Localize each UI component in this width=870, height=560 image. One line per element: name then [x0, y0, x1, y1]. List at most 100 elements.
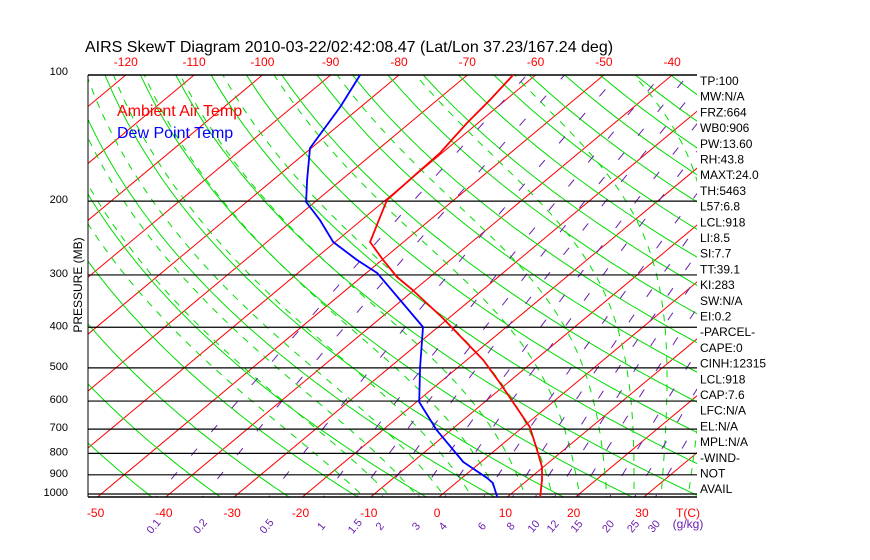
top-temp-tick-label: -40 — [664, 55, 682, 69]
ambient-air-temp-point — [499, 382, 501, 384]
stat-item: AVAIL — [700, 482, 733, 496]
top-temp-tick-label: -110 — [183, 55, 206, 69]
ambient-air-temp-point — [489, 99, 491, 101]
bottom-temp-tick-label: -50 — [87, 506, 105, 520]
stat-item: PW:13.60 — [700, 137, 753, 151]
dry-adiabat-line — [88, 442, 153, 497]
moist-adiabat-line — [88, 183, 392, 497]
dry-adiabat-line — [422, 75, 697, 286]
mixing-ratio-line — [356, 75, 689, 497]
ambient-air-temp-point — [541, 479, 543, 481]
ambient-air-temp-point — [539, 496, 542, 497]
dry-adiabat-line — [777, 75, 870, 503]
stat-item: NOT — [700, 467, 726, 481]
dry-adiabat-line — [88, 383, 222, 497]
stat-item: CINH:12315 — [700, 357, 766, 371]
stat-item: KI:283 — [700, 278, 735, 292]
stat-item: MAXT:24.0 — [700, 168, 759, 182]
isotherm-line — [88, 75, 468, 392]
ambient-air-temp-point — [439, 152, 441, 154]
ambient-air-temp-point — [396, 276, 398, 278]
dew-point-temp-point — [376, 272, 378, 274]
isotherm-line — [506, 338, 697, 497]
dew-point-temp-point — [486, 477, 488, 479]
isotherm-line — [88, 75, 195, 165]
isotherm-line — [88, 75, 536, 449]
stat-item: -PARCEL- — [700, 325, 755, 339]
isotherm-line — [369, 224, 697, 497]
dry-adiabat-line — [281, 75, 697, 403]
mixing-ratio-tick-label: 2 — [374, 520, 387, 532]
dew-point-temp-line — [305, 75, 499, 497]
mixing-ratio-tick-label: 3 — [410, 520, 423, 532]
moist-adiabat-line — [88, 223, 365, 497]
dry-adiabat-line — [245, 75, 697, 434]
stat-item: WB0:906 — [700, 121, 750, 135]
dew-point-temp-point — [496, 496, 498, 497]
dry-adiabat-line — [634, 75, 697, 122]
stat-item: TH:5463 — [700, 184, 746, 198]
dew-point-temp-point — [309, 147, 311, 149]
stat-item: EL:N/A — [700, 419, 738, 433]
mixing-ratio-line — [417, 123, 697, 497]
pressure-tick-label: 500 — [50, 361, 68, 373]
mixing-ratio-tick-label: 15 — [569, 518, 586, 535]
ambient-air-temp-point — [482, 359, 485, 361]
moist-adiabat-line — [113, 75, 473, 497]
mixing-ratio-line — [634, 388, 697, 497]
mixing-ratio-tick-label: 1 — [315, 520, 328, 532]
dew-point-temp-point — [305, 201, 307, 203]
chart-title: AIRS SkewT Diagram 2010-03-22/02:42:08.4… — [85, 39, 613, 56]
dry-adiabat-line — [88, 193, 428, 497]
mixing-ratio-line — [534, 252, 697, 497]
ambient-air-temp-point — [382, 259, 384, 261]
bottom-temp-tick-label: -10 — [360, 506, 378, 520]
ambient-air-temp-line — [369, 75, 543, 497]
dew-point-temp-point — [435, 429, 438, 431]
top-temp-tick-label: -70 — [459, 55, 477, 69]
dew-point-temp-point — [462, 461, 465, 463]
stat-item: LI:8.5 — [700, 231, 730, 245]
isotherm-line — [301, 167, 697, 497]
mixing-ratio-tick-label: 25 — [625, 518, 642, 535]
dew-point-temp-point — [399, 299, 401, 301]
mixing-ratio-tick-label: 4 — [437, 520, 450, 532]
pressure-tick-label: 100 — [50, 66, 68, 78]
moist-adiabat-line — [88, 136, 419, 497]
moist-adiabat-line — [514, 75, 668, 497]
isotherm-line — [96, 75, 605, 497]
y-axis-label: PRESSURE (MB) — [71, 237, 85, 332]
moist-adiabat-line — [633, 75, 697, 497]
stat-item: TP:100 — [700, 74, 739, 88]
stat-item: LCL:918 — [700, 372, 746, 386]
dry-adiabat-line — [741, 75, 870, 503]
mixing-ratio-tick-label: 30 — [646, 518, 663, 535]
dry-adiabat-line — [88, 118, 496, 497]
bottom-temp-tick-label: 20 — [567, 506, 581, 520]
stat-item: FRZ:664 — [700, 105, 747, 119]
mixing-ratio-line — [155, 75, 528, 497]
dry-adiabat-line — [458, 75, 697, 258]
bottom-temp-tick-label: -20 — [292, 506, 310, 520]
stat-item: CAP:7.6 — [700, 388, 745, 402]
dew-point-temp-point — [339, 106, 341, 108]
dry-adiabat-line — [104, 75, 565, 497]
stat-item: SI:7.7 — [700, 247, 732, 261]
bottom-temp-tick-label: 10 — [499, 506, 513, 520]
top-temp-tick-label: -120 — [114, 55, 138, 69]
legend-ambient-air-temp: Ambient Air Temp — [117, 103, 242, 120]
ambient-air-temp-point — [536, 449, 538, 451]
dew-point-temp-point — [356, 259, 359, 261]
mixing-ratio-line — [381, 87, 697, 497]
ambient-air-temp-point — [386, 199, 388, 201]
mixing-ratio-unit-label: (g/kg) — [673, 517, 704, 531]
mixing-ratio-line — [322, 75, 662, 497]
mixing-ratio-line — [654, 421, 697, 497]
ambient-air-temp-point — [379, 216, 381, 218]
mixing-ratio-line — [609, 350, 697, 497]
isotherm-line — [88, 75, 263, 221]
isotherm-line — [88, 75, 332, 278]
mixing-ratio-line — [553, 276, 697, 497]
moist-adiabat-line — [88, 77, 446, 497]
